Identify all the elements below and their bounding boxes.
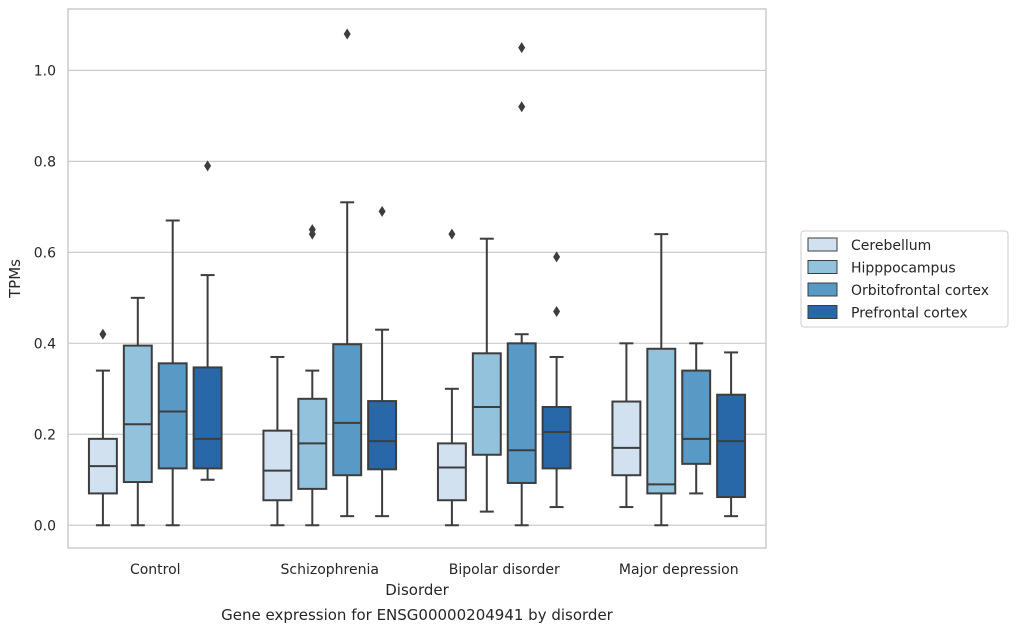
x-tick-label: Bipolar disorder <box>449 562 560 578</box>
box-iqr <box>541 405 572 470</box>
legend-label: Prefrontal cortex <box>851 306 968 322</box>
axes-frame <box>67 8 767 549</box>
box-iqr <box>681 369 712 465</box>
outlier-marker <box>204 160 212 172</box>
box-iqr <box>332 343 363 477</box>
x-axis-title: Disorder <box>385 581 449 599</box>
box-iqr <box>157 362 188 470</box>
outlier-marker <box>553 305 561 317</box>
box-iqr <box>471 352 502 456</box>
box-iqr <box>436 442 467 502</box>
outlier-marker <box>448 228 456 240</box>
y-tick-label: 0.4 <box>34 336 56 352</box>
legend-swatch <box>807 260 838 274</box>
outlier-marker <box>308 224 316 236</box>
x-tick-label: Major depression <box>619 562 739 578</box>
legend-swatch <box>807 282 838 297</box>
x-tick-label: Schizophrenia <box>281 562 379 578</box>
box-iqr <box>716 393 747 499</box>
box-iqr <box>122 344 153 484</box>
outlier-marker <box>518 101 526 113</box>
outlier-marker <box>343 28 351 40</box>
y-tick-label: 0.6 <box>34 245 56 261</box>
legend-label: Orbitofrontal cortex <box>851 283 989 299</box>
outlier-marker <box>378 205 386 217</box>
legend-swatch <box>807 305 838 319</box>
legend-box <box>800 230 1009 328</box>
legend-swatch <box>807 237 838 252</box>
box-iqr <box>506 342 537 484</box>
box-iqr <box>646 347 677 495</box>
box-iqr <box>262 429 293 502</box>
x-tick-label: Control <box>130 562 181 578</box>
outlier-marker <box>518 42 526 54</box>
outlier-marker <box>99 328 107 340</box>
figure-caption: Gene expression for ENSG00000204941 by d… <box>221 606 613 624</box>
box-iqr <box>367 400 398 471</box>
y-tick-label: 0.8 <box>34 154 56 170</box>
legend-label: Cerebellum <box>851 238 931 254</box>
box-iqr <box>611 400 642 477</box>
box-iqr <box>192 366 223 470</box>
legend-label: Hipppocampus <box>851 261 956 277</box>
y-tick-label: 1.0 <box>34 63 56 79</box>
y-tick-label: 0.0 <box>34 518 56 534</box>
y-tick-label: 0.2 <box>34 427 56 443</box>
outlier-marker <box>553 251 561 263</box>
y-axis-title: TPMs <box>6 259 24 299</box>
